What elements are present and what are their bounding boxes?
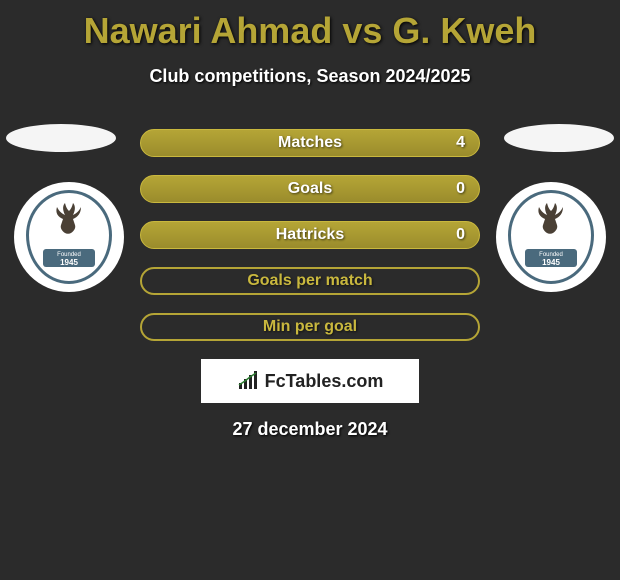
stat-right-value: 0 — [456, 226, 465, 244]
stat-right-value: 4 — [456, 134, 465, 152]
stat-row: Min per goal — [0, 313, 620, 341]
badge-left-ribbon: Founded 1945 — [43, 249, 95, 267]
club-badge-right: Founded 1945 — [496, 182, 606, 292]
stat-label: Hattricks — [276, 226, 344, 244]
stag-icon — [47, 203, 91, 243]
page-subtitle: Club competitions, Season 2024/2025 — [0, 66, 620, 87]
stat-bar: Goals 0 — [140, 175, 480, 203]
stat-label: Goals per match — [247, 272, 372, 290]
stat-label: Goals — [288, 180, 332, 198]
stat-right-value: 0 — [456, 180, 465, 198]
stat-bar: Min per goal — [140, 313, 480, 341]
player-left-ellipse — [6, 124, 116, 152]
club-badge-left: Founded 1945 — [14, 182, 124, 292]
player-right-ellipse — [504, 124, 614, 152]
stat-bar: Matches 4 — [140, 129, 480, 157]
fctables-label: FcTables.com — [265, 371, 384, 392]
stat-label: Min per goal — [263, 318, 357, 336]
badge-right-ribbon: Founded 1945 — [525, 249, 577, 267]
stag-icon — [529, 203, 573, 243]
stat-bar: Hattricks 0 — [140, 221, 480, 249]
stat-bar: Goals per match — [140, 267, 480, 295]
bar-chart-icon — [237, 371, 261, 391]
club-badge-right-inner: Founded 1945 — [508, 190, 594, 284]
badge-right-founded-year: 1945 — [542, 258, 560, 267]
fctables-badge: FcTables.com — [201, 359, 419, 403]
stat-label: Matches — [278, 134, 342, 152]
club-badge-left-inner: Founded 1945 — [26, 190, 112, 284]
badge-left-founded-year: 1945 — [60, 258, 78, 267]
date-label: 27 december 2024 — [0, 419, 620, 440]
page-title: Nawari Ahmad vs G. Kweh — [0, 0, 620, 52]
